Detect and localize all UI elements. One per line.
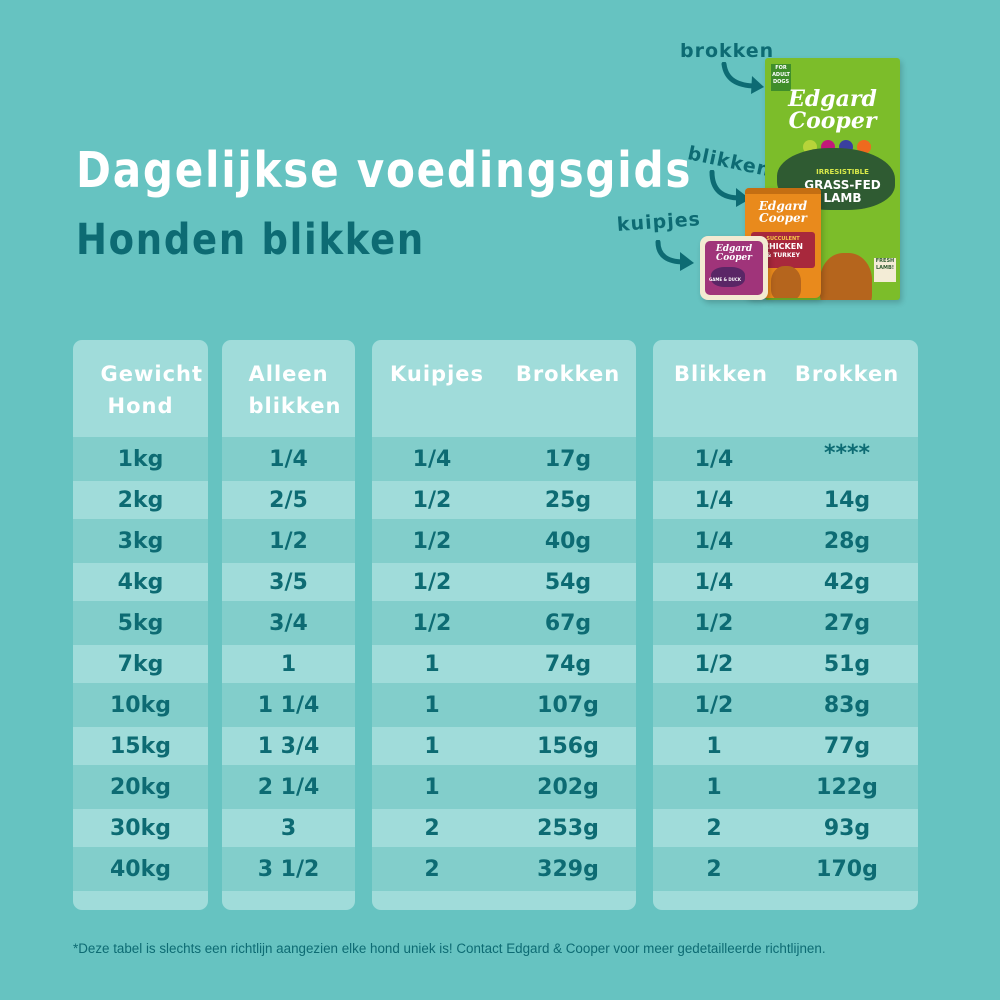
- table-row: 2 170g: [653, 847, 918, 891]
- table-row: 1/2 40g: [372, 519, 636, 563]
- table-header: Kuipjes Brokken: [372, 340, 636, 437]
- table-row: 3 1/2: [222, 847, 355, 891]
- table-row: 1/4: [222, 437, 355, 481]
- weight-table: Gewicht Hond 1kg 2kg 3kg 4kg 5kg 7kg 10k…: [73, 340, 208, 910]
- dog-illustration: [820, 253, 872, 300]
- table-row: 10kg: [73, 683, 208, 727]
- curved-arrow-icon: [709, 170, 750, 207]
- header-cans-only: Alleen blikken: [248, 362, 342, 418]
- page-title: Dagelijkse voedingsgids: [76, 142, 693, 199]
- table-row: 3: [222, 809, 355, 847]
- table-row: 1/4 28g: [653, 519, 918, 563]
- table-row: 15kg: [73, 727, 208, 765]
- header-cans: Blikken: [674, 362, 768, 386]
- table-row: 40kg: [73, 847, 208, 891]
- table-row: 2 1/4: [222, 765, 355, 809]
- can-brand-logo: Edgard Cooper: [758, 199, 808, 225]
- table-row: 4kg: [73, 563, 208, 601]
- table-body: 1/4 **** 1/4 14g 1/4 28g 1/4 42g 1/2 27g 1/2 5…: [653, 437, 918, 891]
- cans-kibble-table: Blikken Brokken 1/4 **** 1/4 14g 1/4 28g 1/…: [653, 340, 918, 910]
- table-row: 3kg: [73, 519, 208, 563]
- dog-illustration: [771, 266, 801, 298]
- table-row: 1 77g: [653, 727, 918, 765]
- curved-arrow-icon: [655, 240, 694, 271]
- table-row: 1/2 51g: [653, 645, 918, 683]
- header-kibble: Brokken: [515, 362, 621, 386]
- table-row: 2 253g: [372, 809, 636, 847]
- kibble-bag-image: FOR ADULT DOGS Edgard Cooper IRRESISTIBL…: [765, 58, 900, 300]
- curved-arrow-icon: [721, 62, 764, 94]
- table-row: 1 107g: [372, 683, 636, 727]
- table-row: 3/5: [222, 563, 355, 601]
- header-tubs: Kuipjes: [389, 362, 485, 386]
- tub-brand-logo: Edgard Cooper: [715, 244, 753, 263]
- callout-kuipjes: kuipjes: [616, 208, 702, 236]
- callout-brokken: brokken: [680, 40, 775, 62]
- table-body: 1/4 17g 1/2 25g 1/2 40g 1/2 54g 1/2 67g 1 74g …: [372, 437, 636, 891]
- table-row: 1/4 14g: [653, 481, 918, 519]
- table-row: 1 1/4: [222, 683, 355, 727]
- table-row: 1/4 42g: [653, 563, 918, 601]
- table-row: 2kg: [73, 481, 208, 519]
- header-kibble: Brokken: [794, 362, 900, 386]
- header-weight: Gewicht Hond: [100, 362, 204, 418]
- table-header: Blikken Brokken: [653, 340, 918, 437]
- table-row: 1/2 25g: [372, 481, 636, 519]
- tubs-kibble-table: Kuipjes Brokken 1/4 17g 1/2 25g 1/2 40g 1/2…: [372, 340, 636, 910]
- table-row: 1/2 83g: [653, 683, 918, 727]
- table-header: Alleen blikken: [222, 340, 355, 437]
- table-row: 30kg: [73, 809, 208, 847]
- table-header: Gewicht Hond: [73, 340, 208, 437]
- table-row: 2 93g: [653, 809, 918, 847]
- table-row: 3/4: [222, 601, 355, 645]
- table-row: 1/2 67g: [372, 601, 636, 645]
- table-body: 1/4 2/5 1/2 3/5 3/4 1 1 1/4 1 3/4 2 1/4 …: [222, 437, 355, 891]
- table-row: 1 202g: [372, 765, 636, 809]
- table-row: 1/4 ****: [653, 437, 918, 481]
- table-row: 1 156g: [372, 727, 636, 765]
- bag-product-name: IRRESISTIBLE GRASS-FED LAMB: [804, 168, 881, 205]
- table-row: 1/2: [222, 519, 355, 563]
- footnote: *Deze tabel is slechts een richtlijn aan…: [73, 941, 826, 956]
- table-row: 1 3/4: [222, 727, 355, 765]
- table-row: 1 74g: [372, 645, 636, 683]
- table-body: 1kg 2kg 3kg 4kg 5kg 7kg 10kg 15kg 20kg 3…: [73, 437, 208, 891]
- page-subtitle: Honden blikken: [76, 215, 425, 265]
- table-row: 1/2 27g: [653, 601, 918, 645]
- table-row: 1 122g: [653, 765, 918, 809]
- table-row: 1kg: [73, 437, 208, 481]
- table-row: 2/5: [222, 481, 355, 519]
- bag-brand-logo: Edgard Cooper: [788, 86, 877, 134]
- fresh-lamb-sign: FRESH LAMB!: [874, 258, 896, 282]
- table-row: 5kg: [73, 601, 208, 645]
- table-row: 2 329g: [372, 847, 636, 891]
- table-row: 7kg: [73, 645, 208, 683]
- deer-illustration: [711, 267, 745, 287]
- tub-image: Edgard Cooper GAME & DUCK: [700, 236, 768, 300]
- table-row: 1: [222, 645, 355, 683]
- table-row: 20kg: [73, 765, 208, 809]
- table-row: 1/4 17g: [372, 437, 636, 481]
- bag-badge: FOR ADULT DOGS: [771, 64, 791, 91]
- cans-only-table: Alleen blikken 1/4 2/5 1/2 3/5 3/4 1 1 1…: [222, 340, 355, 910]
- table-row: 1/2 54g: [372, 563, 636, 601]
